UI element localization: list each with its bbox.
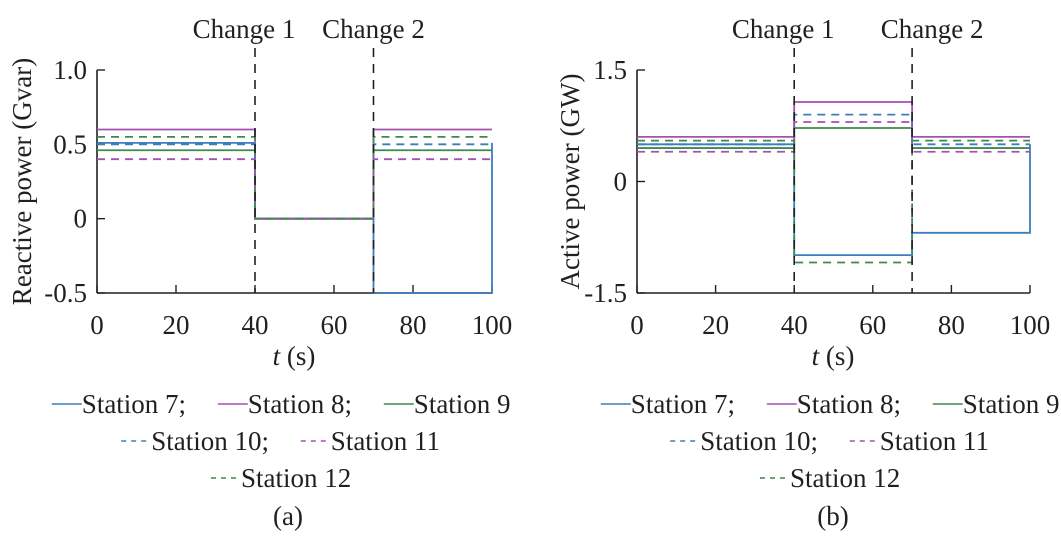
legend-entry-label: Station 10; [700, 426, 818, 456]
y-tick-label: 0.5 [53, 129, 87, 159]
x-tick-label: 0 [90, 310, 104, 340]
x-tick-label: 80 [400, 310, 427, 340]
legend-entry-label: Station 12 [790, 463, 900, 493]
legend-row: Station 12 [760, 463, 900, 493]
y-tick-label: -1.5 [584, 278, 627, 308]
legend-entry-label: Station 11 [880, 426, 989, 456]
change-2-label: Change 2 [881, 14, 984, 44]
x-tick-label: 0 [630, 310, 644, 340]
x-axis-label: t (s) [273, 341, 316, 371]
x-tick-label: 40 [781, 310, 808, 340]
y-tick-label: 1.5 [593, 55, 627, 85]
series-line-station-11 [637, 121, 1030, 153]
series-line-station-11 [97, 158, 492, 220]
y-axis-label: Active power (GW) [555, 74, 585, 290]
series-line-station-9 [637, 127, 1030, 149]
legend-row: Station 12 [211, 463, 351, 493]
x-tick-label: 40 [242, 310, 269, 340]
series-line-station-12 [637, 139, 1030, 264]
legend-row: Station 10; Station 11 [121, 426, 440, 456]
y-tick-label: 0 [74, 204, 88, 234]
legend-entry-label: Station 9 [414, 389, 511, 419]
x-tick-label: 20 [163, 310, 190, 340]
series-line-station-10 [97, 143, 492, 220]
legend-entry-label: Station 8; [248, 389, 352, 419]
change-2-label: Change 2 [322, 14, 425, 44]
legend-row: Station 7; Station 8; Station 9 [51, 389, 511, 419]
legend-entry-label: Station 11 [331, 426, 440, 456]
x-axis-label: t (s) [812, 341, 855, 371]
legend-row: Station 7; Station 8; Station 9 [600, 389, 1060, 419]
y-tick-label: 1.0 [53, 55, 87, 85]
x-tick-label: 100 [472, 310, 513, 340]
x-tick-label: 100 [1010, 310, 1051, 340]
series-line-station-8 [637, 101, 1030, 138]
series-line-station-7 [637, 143, 1031, 256]
legend-entry-label: Station 8; [797, 389, 901, 419]
panel-caption: (a) [273, 501, 303, 531]
series-line-station-12 [97, 135, 492, 220]
y-axis-label: Reactive power (Gvar) [7, 58, 37, 305]
legend-entry-label: Station 10; [151, 426, 269, 456]
series-line-station-10 [637, 113, 1030, 146]
x-tick-label: 20 [702, 310, 729, 340]
x-tick-label: 60 [859, 310, 886, 340]
panel-caption: (b) [817, 501, 848, 531]
legend-entry-label: Station 9 [963, 389, 1060, 419]
change-1-label: Change 1 [732, 14, 835, 44]
legend-entry-label: Station 7; [631, 389, 735, 419]
y-tick-label: 0 [614, 167, 628, 197]
x-tick-label: 60 [321, 310, 348, 340]
legend-row: Station 10; Station 11 [670, 426, 989, 456]
legend-entry-label: Station 7; [82, 389, 186, 419]
change-1-label: Change 1 [193, 14, 296, 44]
series-line-station-9 [97, 149, 492, 220]
x-tick-label: 80 [938, 310, 965, 340]
legend-entry-label: Station 12 [241, 463, 351, 493]
y-tick-label: -0.5 [44, 278, 87, 308]
